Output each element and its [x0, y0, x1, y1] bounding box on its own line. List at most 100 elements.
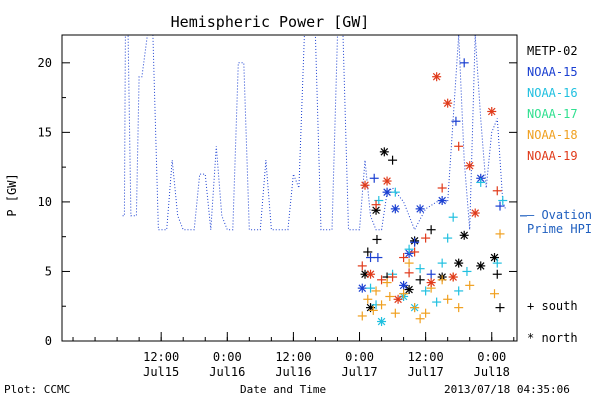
legend-noaa-19: NOAA-19: [527, 149, 578, 163]
noaa-16-south-marker: [476, 177, 486, 187]
legend-noaa-18: NOAA-18: [527, 128, 578, 142]
metp-02-south-marker: [426, 225, 436, 235]
y-tick-label: 15: [38, 125, 52, 139]
x-axis: 12:00Jul150:00Jul1612:00Jul160:00Jul1712…: [72, 215, 527, 379]
x-tick-label-time: 0:00: [213, 350, 242, 364]
noaa-18-south-marker: [382, 278, 392, 288]
noaa-19-north-marker: [470, 208, 480, 218]
x-tick-label-date: Jul17: [341, 365, 377, 379]
noaa-15-south-marker: [495, 201, 505, 211]
ovation-label-line1: — Ovation: [527, 208, 593, 222]
y-tick-label: 5: [45, 264, 52, 278]
noaa-18-south-marker: [454, 303, 464, 313]
metp-02-north-marker: [459, 230, 469, 240]
metp-02-north-marker: [379, 147, 389, 157]
noaa-19-south-marker: [357, 261, 367, 271]
x-tick-label-time: 0:00: [345, 350, 374, 364]
symbol-legend-south: + south: [527, 299, 578, 313]
noaa-19-south-marker: [437, 183, 447, 193]
north-label: north: [541, 331, 578, 345]
noaa-16-south-marker: [454, 286, 464, 296]
noaa-18-south-marker: [390, 308, 400, 318]
noaa-16-south-marker: [404, 244, 414, 254]
x-tick-label-time: 0:00: [477, 350, 506, 364]
footer-timestamp: 2013/07/18 04:35:06: [444, 383, 570, 396]
noaa-18-south-marker: [495, 229, 505, 239]
y-tick-label: 0: [45, 334, 52, 348]
noaa-19-south-marker: [371, 200, 381, 210]
metp-02-south-marker: [372, 234, 382, 244]
noaa-19-south-marker: [492, 186, 502, 196]
metp-02-south-marker: [363, 247, 373, 257]
x-tick-label-time: 12:00: [143, 350, 179, 364]
plus-symbol: +: [527, 299, 535, 313]
noaa-18-south-marker: [490, 289, 500, 299]
x-tick-label-time: 12:00: [408, 350, 444, 364]
x-tick-label-date: Jul16: [275, 365, 311, 379]
ovation-label-line2: Prime HPI: [527, 222, 593, 236]
noaa-19-north-marker: [448, 272, 458, 282]
noaa-15-south-marker: [373, 253, 383, 263]
noaa-19-north-marker: [382, 176, 392, 186]
metp-02-south-marker: [415, 275, 425, 285]
noaa-19-north-marker: [360, 180, 370, 190]
noaa-16-south-marker: [366, 283, 376, 293]
x-tick-label-date: Jul18: [474, 365, 510, 379]
noaa-18-south-marker: [363, 294, 373, 304]
noaa-18-south-marker: [357, 311, 367, 321]
x-tick-label-date: Jul16: [209, 365, 245, 379]
metp-02-south-marker: [492, 269, 502, 279]
noaa-18-south-marker: [377, 300, 387, 310]
metp-02-north-marker: [454, 258, 464, 268]
noaa-15-south-marker: [451, 116, 461, 126]
noaa-16-south-marker: [492, 258, 502, 268]
south-label: south: [541, 299, 578, 313]
noaa-19-north-marker: [393, 294, 403, 304]
noaa-16-south-marker: [437, 258, 447, 268]
noaa-15-ovation-trace: [122, 35, 506, 231]
noaa-15-south-marker: [459, 58, 469, 68]
metp-02-south-marker: [495, 303, 505, 313]
noaa-15-south-marker: [369, 173, 379, 183]
y-tick-label: 20: [38, 56, 52, 70]
noaa-15-north-marker: [382, 187, 392, 197]
metp-02-south-marker: [388, 155, 398, 165]
noaa-19-south-marker: [399, 253, 409, 263]
noaa-19-south-marker: [410, 247, 420, 257]
noaa-18-south-marker: [410, 303, 420, 313]
noaa-15-south-marker: [426, 269, 436, 279]
noaa-18-south-marker: [443, 294, 453, 304]
noaa-19-south-marker: [421, 233, 431, 243]
noaa-18-south-marker: [371, 286, 381, 296]
noaa-15-north-marker: [357, 283, 367, 293]
noaa-15-north-marker: [399, 280, 409, 290]
plot-frame: [61, 34, 518, 342]
noaa-19-north-marker: [366, 269, 376, 279]
noaa-16-south-marker: [448, 212, 458, 222]
noaa-16-south-marker: [432, 297, 442, 307]
noaa-19-north-marker: [487, 107, 497, 116]
star-symbol: *: [527, 331, 535, 345]
satellite-markers: [357, 58, 508, 327]
noaa-18-south-marker: [465, 280, 475, 290]
noaa-18-south-marker: [399, 289, 409, 299]
noaa-18-south-marker: [437, 275, 447, 285]
noaa-19-south-marker: [404, 268, 414, 278]
noaa-16-south-marker: [498, 196, 508, 206]
noaa-19-north-marker: [443, 98, 453, 108]
noaa-16-south-marker: [415, 264, 425, 274]
y-axis-label: P [GW]: [5, 173, 19, 216]
noaa-19-north-marker: [465, 161, 475, 171]
y-axis: 0 5 10 15 20: [38, 56, 517, 348]
x-tick-label-time: 12:00: [275, 350, 311, 364]
noaa-15-north-marker: [437, 196, 447, 206]
noaa-18-south-marker: [404, 258, 414, 268]
legend-noaa-17: NOAA-17: [527, 107, 578, 121]
noaa-16-south-marker: [443, 233, 453, 243]
noaa-15-north-marker: [415, 204, 425, 214]
noaa-16-south-marker: [390, 187, 400, 197]
ovation-trace-line: [122, 35, 506, 231]
noaa-18-south-marker: [385, 291, 395, 301]
legend-metp-02: METP-02: [527, 44, 578, 58]
